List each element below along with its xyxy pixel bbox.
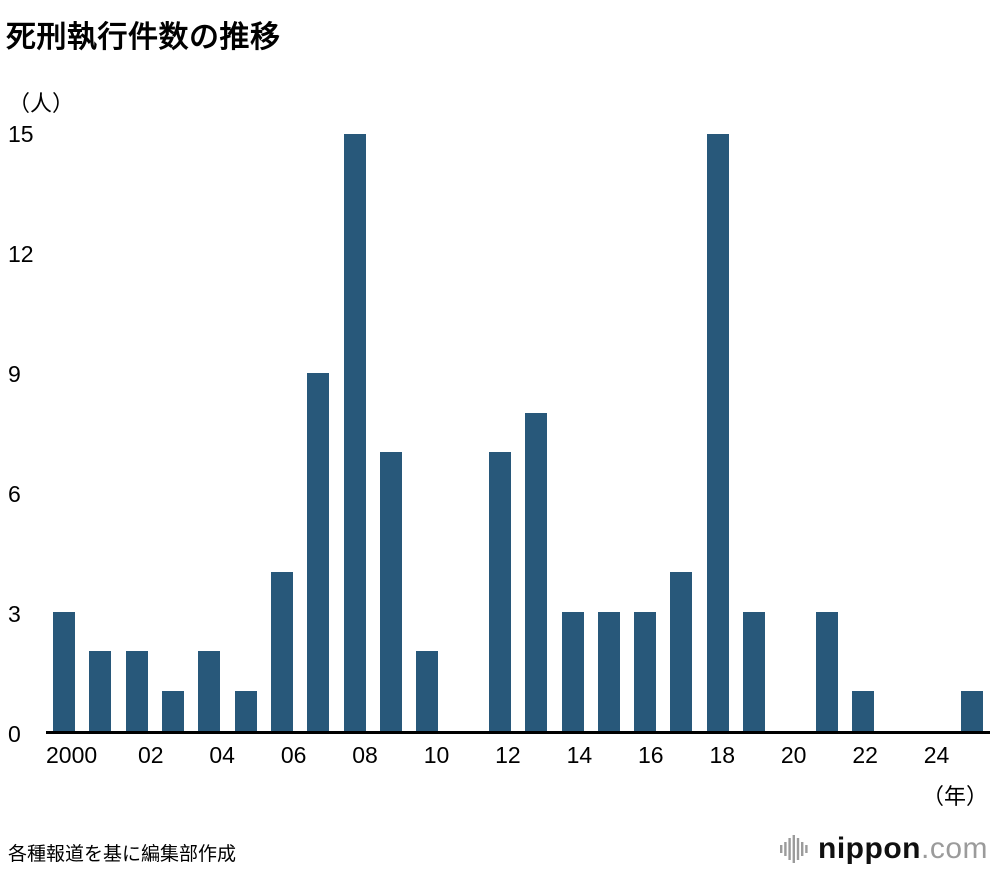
bar-slot-2018 bbox=[700, 134, 736, 731]
bar-2025 bbox=[960, 691, 983, 731]
bar-2005 bbox=[234, 691, 257, 731]
bar-2015 bbox=[597, 611, 620, 731]
bar-slot-2010 bbox=[409, 134, 445, 731]
x-tick-slot-2000: 2000 bbox=[46, 742, 98, 768]
logo-brand-text: nippon bbox=[818, 832, 921, 865]
x-tick-slot-2001 bbox=[97, 742, 133, 769]
y-tick-3: 3 bbox=[8, 601, 21, 627]
bar-slot-2011 bbox=[445, 134, 481, 731]
bar-slot-2023 bbox=[881, 134, 917, 731]
y-axis: 0 3 6 9 12 15 bbox=[6, 121, 46, 747]
bar-2014 bbox=[561, 611, 584, 731]
x-tick-slot-2023 bbox=[883, 742, 919, 769]
x-tick-slot-2015 bbox=[597, 742, 633, 769]
chart-footer: 各種報道を基に編集部作成 nippon.com bbox=[8, 832, 988, 866]
bar-slot-2022 bbox=[845, 134, 881, 731]
bar-slot-2016 bbox=[627, 134, 663, 731]
bar-slot-2009 bbox=[373, 134, 409, 731]
y-tick-9: 9 bbox=[8, 361, 21, 387]
logo-tld-text: .com bbox=[920, 832, 988, 865]
bar-chart: 0 3 6 9 12 15 bbox=[6, 121, 990, 747]
x-tick-slot-2003 bbox=[169, 742, 205, 769]
x-tick-slot-2013 bbox=[526, 742, 562, 769]
x-tick-slot-2012: 12 bbox=[495, 742, 521, 768]
bar-slot-2012 bbox=[482, 134, 518, 731]
x-tick-slot-2019 bbox=[740, 742, 776, 769]
bar-2008 bbox=[343, 134, 366, 731]
x-tick-slot-2004: 04 bbox=[209, 742, 235, 768]
bar-2001 bbox=[89, 651, 112, 731]
bar-2010 bbox=[416, 651, 439, 731]
bar-slot-2020 bbox=[772, 134, 808, 731]
x-tick-slot-2021 bbox=[812, 742, 848, 769]
bar-2018 bbox=[706, 134, 729, 731]
x-tick-labels: 2000 02 04 06 08 10 12 14 16 18 20 22 24 bbox=[46, 742, 990, 769]
bar-2002 bbox=[125, 651, 148, 731]
bar-2017 bbox=[670, 571, 693, 731]
bar-slot-2025 bbox=[954, 134, 990, 731]
bar-series bbox=[46, 134, 990, 731]
plot-area bbox=[46, 134, 990, 734]
waveform-icon bbox=[779, 834, 811, 864]
bar-2016 bbox=[634, 611, 657, 731]
x-tick-slot-2006: 06 bbox=[280, 742, 307, 768]
y-tick-6: 6 bbox=[8, 481, 21, 507]
bar-2007 bbox=[307, 372, 330, 731]
x-tick-slot-2010: 10 bbox=[423, 742, 450, 768]
x-tick-slot-2009 bbox=[383, 742, 419, 769]
x-tick-slot-2022: 22 bbox=[852, 742, 878, 768]
y-tick-0: 0 bbox=[8, 721, 21, 747]
bar-slot-2019 bbox=[736, 134, 772, 731]
bar-slot-2015 bbox=[591, 134, 627, 731]
x-axis: 2000 02 04 06 08 10 12 14 16 18 20 22 24 bbox=[6, 734, 990, 769]
bar-2019 bbox=[743, 611, 766, 731]
x-tick-slot-2005 bbox=[240, 742, 276, 769]
x-tick-slot-2018: 18 bbox=[709, 742, 736, 768]
bar-2013 bbox=[525, 412, 548, 731]
bar-2021 bbox=[815, 611, 838, 731]
bar-2012 bbox=[488, 452, 511, 731]
x-tick-slot-2011 bbox=[454, 742, 490, 769]
x-tick-slot-2008: 08 bbox=[352, 742, 378, 768]
x-tick-slot-2014: 14 bbox=[566, 742, 593, 768]
y-tick-15: 15 bbox=[8, 121, 34, 147]
bar-slot-2008 bbox=[337, 134, 373, 731]
bar-2003 bbox=[162, 691, 185, 731]
x-tick-slot-2002: 02 bbox=[137, 742, 164, 768]
bar-slot-2006 bbox=[264, 134, 300, 731]
bar-slot-2005 bbox=[228, 134, 264, 731]
source-note: 各種報道を基に編集部作成 bbox=[8, 844, 237, 865]
x-tick-slot-2025 bbox=[954, 742, 990, 769]
bar-slot-2002 bbox=[119, 134, 155, 731]
x-axis-unit-label: （年） bbox=[921, 784, 988, 809]
chart-title: 死刑執行件数の推移 bbox=[6, 21, 281, 54]
bar-slot-2001 bbox=[82, 134, 118, 731]
bar-slot-2014 bbox=[554, 134, 590, 731]
bar-2009 bbox=[379, 452, 402, 731]
bar-slot-2024 bbox=[918, 134, 954, 731]
bar-slot-2021 bbox=[809, 134, 845, 731]
bar-slot-2004 bbox=[191, 134, 227, 731]
y-axis-unit-label: （人） bbox=[8, 91, 75, 116]
x-tick-slot-2016: 16 bbox=[638, 742, 664, 768]
bar-slot-2013 bbox=[518, 134, 554, 731]
x-tick-slot-2024: 24 bbox=[923, 742, 950, 768]
bar-slot-2007 bbox=[300, 134, 336, 731]
bar-slot-2017 bbox=[663, 134, 699, 731]
bar-2006 bbox=[271, 571, 294, 731]
x-tick-slot-2017 bbox=[669, 742, 705, 769]
y-tick-12: 12 bbox=[8, 241, 34, 267]
nippon-logo: nippon.com bbox=[779, 832, 988, 866]
bar-slot-2003 bbox=[155, 134, 191, 731]
x-tick-slot-2007 bbox=[311, 742, 347, 769]
bar-2004 bbox=[198, 651, 221, 731]
bar-slot-2000 bbox=[46, 134, 82, 731]
bar-2022 bbox=[852, 691, 875, 731]
bar-2000 bbox=[53, 611, 76, 731]
x-tick-slot-2020: 20 bbox=[780, 742, 807, 768]
